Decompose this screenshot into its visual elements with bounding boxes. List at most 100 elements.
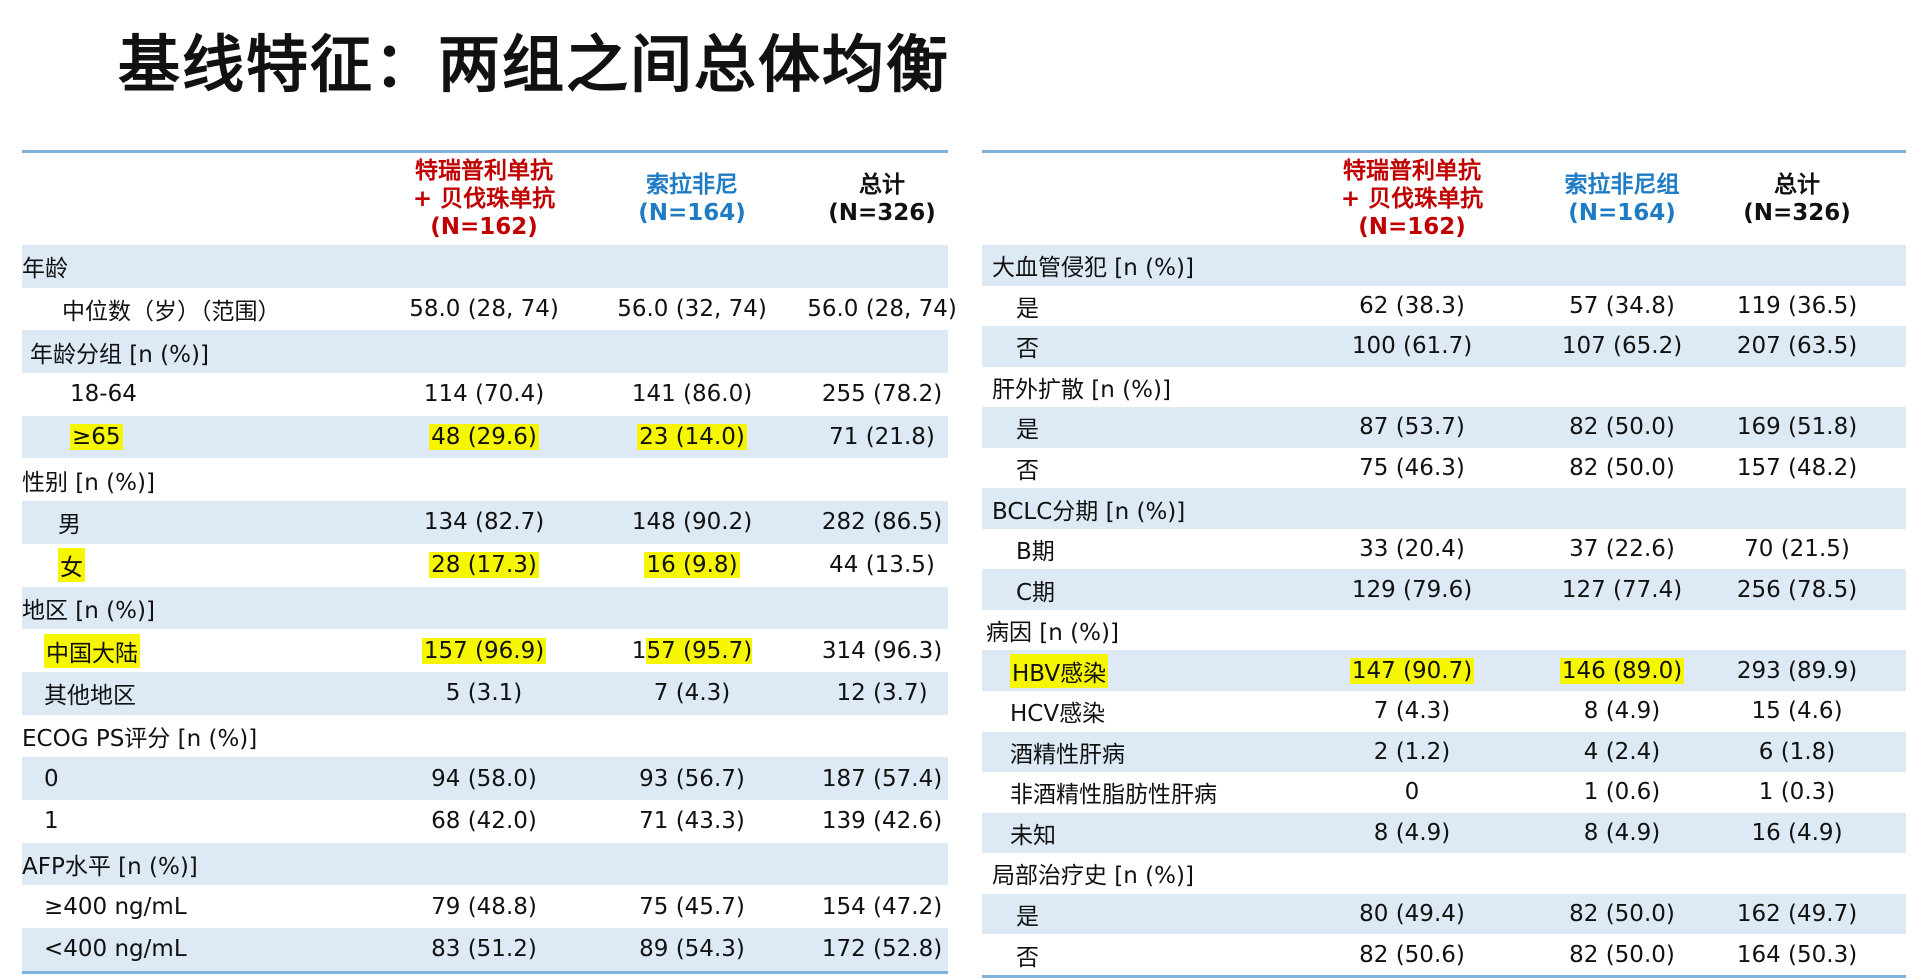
row-value-text: 282 (86.5)	[821, 509, 943, 536]
row-value-text: 48 (29.6)	[429, 424, 539, 451]
row-value: 82 (50.0)	[1502, 448, 1742, 489]
row-value-text: 100 (61.7)	[1351, 333, 1473, 360]
row-value-text: 23 (14.0)	[637, 424, 747, 451]
row-value-text: 293 (89.9)	[1736, 657, 1858, 684]
row-value-text: 44 (13.5)	[829, 552, 935, 579]
row-value-text: 127 (77.4)	[1561, 576, 1683, 603]
row-value-text: 58.0 (28, 74)	[409, 296, 559, 323]
row-value	[1302, 245, 1522, 286]
row-label: 肝外扩散 [n (%)]	[982, 367, 1171, 408]
row-value	[782, 715, 982, 758]
row-label: 局部治疗史 [n (%)]	[982, 853, 1194, 894]
row-value-text: 82 (50.0)	[1569, 455, 1675, 481]
row-value	[1702, 853, 1892, 894]
row-label: 未知	[982, 813, 1056, 854]
row-value-text: 28 (17.3)	[429, 552, 539, 579]
row-value-text: 1 (0.6)	[1583, 779, 1661, 806]
row-value-text: 0	[1404, 779, 1420, 806]
row-value: 4 (2.4)	[1502, 732, 1742, 773]
row-label-text: 18-64	[70, 381, 137, 408]
row-value	[782, 458, 982, 501]
row-value-text: 15 (4.6)	[1751, 698, 1843, 725]
row-value: 7 (4.3)	[582, 672, 802, 715]
row-value-text: 80 (49.4)	[1359, 901, 1465, 928]
row-label: 年龄	[22, 245, 68, 288]
row-value: 6 (1.8)	[1702, 732, 1892, 773]
row-label: 男	[22, 501, 81, 544]
row-label-text: <400 ng/mL	[44, 936, 187, 963]
row-label: 18-64	[22, 373, 137, 416]
row-value-text: 75 (45.7)	[639, 893, 745, 920]
row-value-text: 56.0 (28, 74)	[807, 296, 957, 323]
column-header-line: 特瑞普利单抗	[1343, 158, 1481, 184]
row-label-text: 肝外扩散 [n (%)]	[992, 376, 1171, 403]
row-value: 114 (70.4)	[374, 373, 594, 416]
row-value: 187 (57.4)	[782, 757, 982, 800]
table-row: ECOG PS评分 [n (%)]	[22, 715, 948, 758]
row-value-text: 154 (47.2)	[821, 893, 943, 920]
row-value	[1302, 853, 1522, 894]
table-row: 18-64 114 (70.4) 141 (86.0) 255 (78.2)	[22, 373, 948, 416]
row-value: 157 (96.9)	[374, 629, 594, 672]
row-value: 33 (20.4)	[1302, 529, 1522, 570]
row-value: 256 (78.5)	[1702, 569, 1892, 610]
column-header-line: 总计	[1774, 172, 1820, 198]
row-value-text: 82 (50.0)	[1569, 901, 1675, 928]
row-value: 82 (50.0)	[1502, 934, 1742, 975]
table-row: 年龄分组 [n (%)]	[22, 330, 948, 374]
table-row: 酒精性肝病 2 (1.2) 4 (2.4) 6 (1.8)	[982, 731, 1906, 773]
column-header-line: 索拉非尼	[646, 172, 738, 198]
row-value	[1702, 610, 1892, 651]
row-label-text: 否	[1016, 944, 1039, 971]
row-value: 100 (61.7)	[1302, 326, 1522, 367]
row-value-text: 82 (50.6)	[1359, 941, 1465, 968]
row-value	[582, 245, 802, 288]
row-value-text: 75 (46.3)	[1359, 455, 1465, 481]
row-label: 是	[982, 286, 1039, 327]
column-header-line: (N=326)	[1743, 200, 1851, 226]
table-row: 年龄	[22, 245, 948, 288]
row-value-text: 141 (86.0)	[631, 381, 753, 408]
row-label: ≥400 ng/mL	[22, 885, 187, 928]
row-label: HBV感染	[982, 650, 1109, 691]
row-label-text: 大血管侵犯 [n (%)]	[992, 255, 1194, 282]
table-row: BCLC分期 [n (%)]	[982, 488, 1906, 529]
row-label-text: 中位数（岁）（范围）	[62, 299, 281, 326]
row-value: 44 (13.5)	[782, 544, 982, 587]
row-value-text: 207 (63.5)	[1736, 333, 1858, 360]
table-bottom-rule	[982, 974, 1906, 978]
row-value: 0	[1302, 772, 1522, 813]
row-label-text: 非酒精性脂肪性肝病	[1010, 782, 1217, 809]
table-row: 1 68 (42.0) 71 (43.3) 139 (42.6)	[22, 800, 948, 843]
row-value-text: 314 (96.3)	[821, 637, 943, 664]
row-value-text: 187 (57.4)	[821, 765, 943, 792]
row-label: 性别 [n (%)]	[22, 458, 155, 501]
row-value: 314 (96.3)	[782, 629, 982, 672]
row-label-text: 年龄	[22, 256, 68, 283]
row-value	[1302, 488, 1522, 529]
row-value-text: 157 (48.2)	[1736, 455, 1858, 481]
row-value	[582, 715, 802, 758]
row-value-text: 7 (4.3)	[653, 680, 731, 707]
baseline-table-left: 特瑞普利单抗 + 贝伐珠单抗 (N=162) 索拉非尼 (N=164) 总计 (N=326)…	[22, 150, 957, 974]
row-label-text: 是	[1016, 295, 1039, 322]
table-row: 局部治疗史 [n (%)]	[982, 853, 1906, 894]
row-label-text: AFP水平 [n (%)]	[22, 853, 198, 880]
row-value-text: 2 (1.2)	[1373, 738, 1451, 765]
row-value: 1 (0.6)	[1502, 772, 1742, 813]
row-label: 酒精性肝病	[982, 732, 1125, 773]
row-value-text: 82 (50.0)	[1569, 414, 1675, 441]
row-label-text: BCLC分期 [n (%)]	[992, 498, 1186, 525]
table-bottom-rule	[22, 970, 948, 974]
row-label-text: 是	[1016, 904, 1039, 931]
row-value-text: 93 (56.7)	[639, 765, 745, 792]
row-value: 23 (14.0)	[582, 416, 802, 459]
row-value-text: 6 (1.8)	[1758, 738, 1836, 765]
table-row: 女 28 (17.3) 16 (9.8) 44 (13.5)	[22, 544, 948, 587]
row-value: 7 (4.3)	[1302, 691, 1522, 732]
column-header-line: (N=164)	[638, 200, 746, 226]
row-value: 94 (58.0)	[374, 757, 594, 800]
row-value: 71 (43.3)	[582, 800, 802, 843]
row-value-text: 7 (4.3)	[1373, 698, 1451, 725]
row-value-text: 83 (51.2)	[431, 936, 537, 963]
